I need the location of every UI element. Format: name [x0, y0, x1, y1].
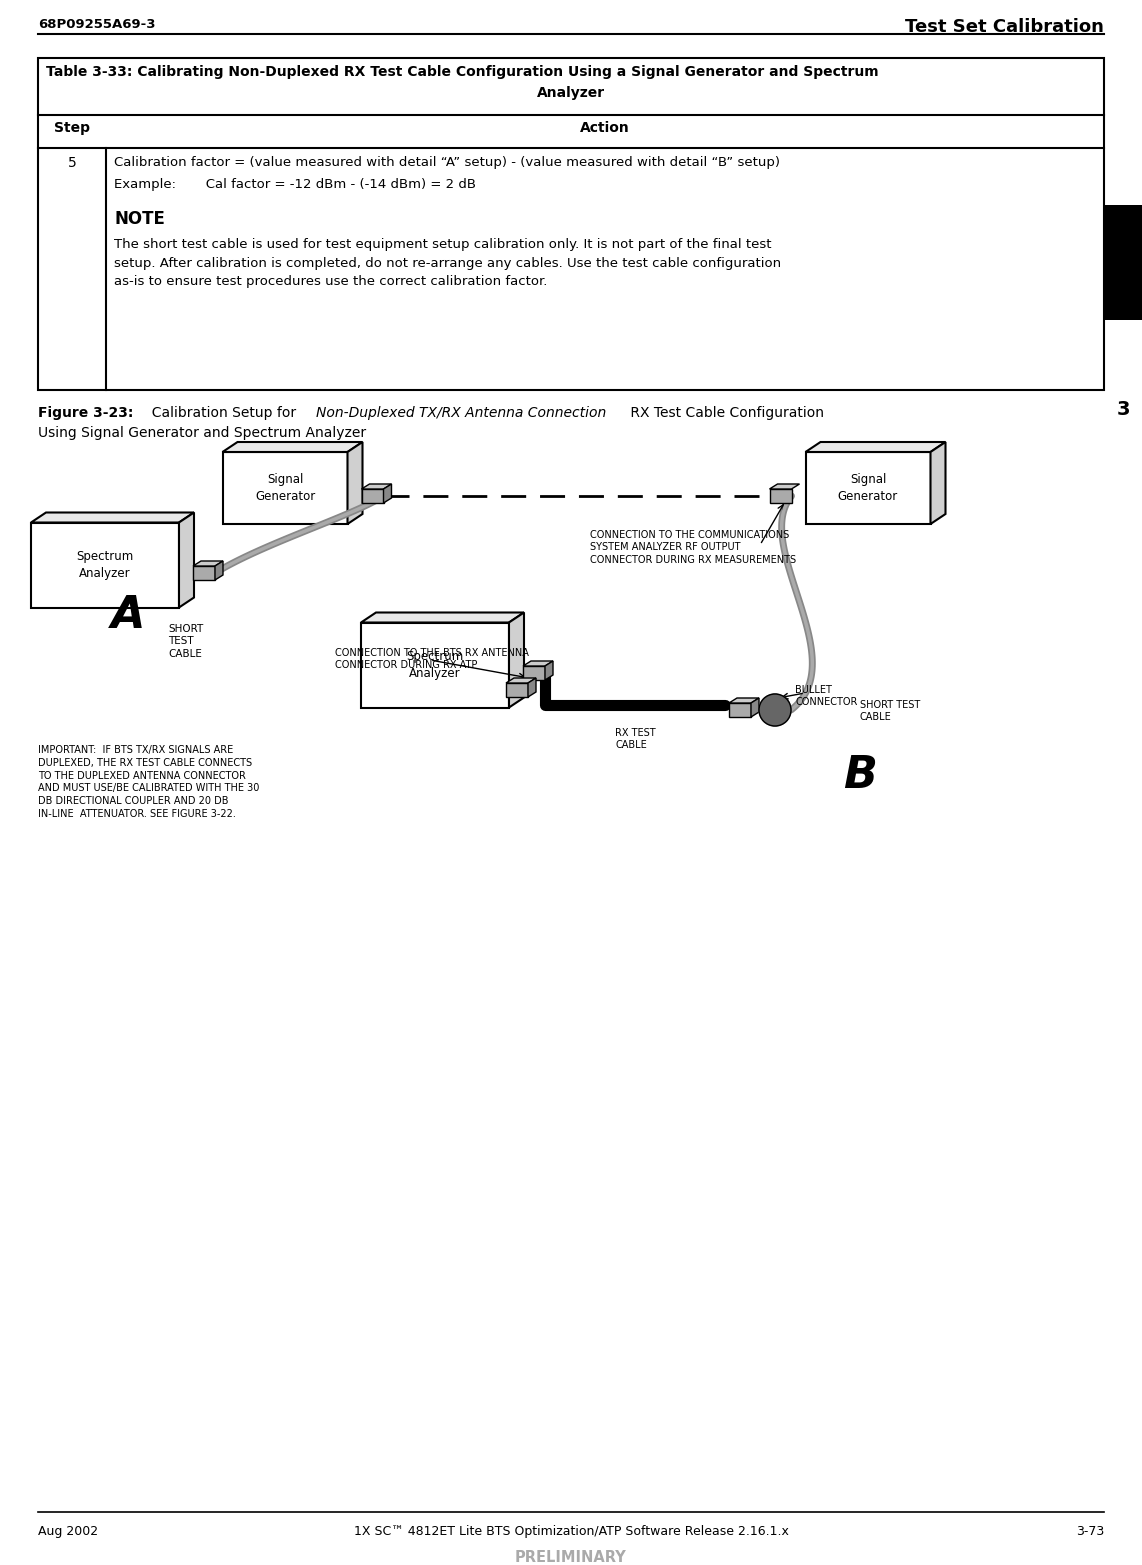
Text: 3: 3	[1116, 401, 1129, 419]
Text: 1X SC™ 4812ET Lite BTS Optimization/ATP Software Release 2.16.1.x: 1X SC™ 4812ET Lite BTS Optimization/ATP …	[354, 1524, 788, 1538]
Text: CONNECTION TO THE COMMUNICATIONS
SYSTEM ANALYZER RF OUTPUT
CONNECTOR DURING RX M: CONNECTION TO THE COMMUNICATIONS SYSTEM …	[590, 531, 796, 565]
Polygon shape	[805, 441, 946, 452]
Text: BULLET
CONNECTOR: BULLET CONNECTOR	[795, 685, 858, 707]
Polygon shape	[384, 484, 392, 502]
Polygon shape	[215, 560, 223, 581]
Bar	[1104, 205, 1142, 319]
Text: Step: Step	[54, 121, 90, 135]
Polygon shape	[361, 623, 509, 707]
Text: Figure 3-23:: Figure 3-23:	[38, 405, 134, 419]
Polygon shape	[362, 484, 392, 488]
Text: 68P09255A69-3: 68P09255A69-3	[38, 19, 155, 31]
Text: Test Set Calibration: Test Set Calibration	[906, 19, 1104, 36]
Polygon shape	[523, 667, 545, 681]
Text: The short test cable is used for test equipment setup calibration only. It is no: The short test cable is used for test eq…	[114, 238, 781, 288]
Text: SHORT
TEST
CABLE: SHORT TEST CABLE	[168, 624, 203, 659]
Text: A: A	[111, 593, 145, 637]
Polygon shape	[193, 567, 215, 581]
Text: 5: 5	[67, 156, 77, 171]
Text: Table 3-33: Calibrating Non-Duplexed RX Test Cable Configuration Using a Signal : Table 3-33: Calibrating Non-Duplexed RX …	[46, 66, 878, 78]
Text: PRELIMINARY: PRELIMINARY	[515, 1549, 627, 1565]
Text: B: B	[843, 753, 877, 797]
Polygon shape	[223, 452, 347, 524]
Polygon shape	[347, 441, 362, 524]
Text: Non-Duplexed TX/RX Antenna Connection: Non-Duplexed TX/RX Antenna Connection	[316, 405, 606, 419]
Polygon shape	[509, 612, 524, 707]
Polygon shape	[729, 698, 759, 703]
Text: Signal
Generator: Signal Generator	[255, 473, 315, 502]
Polygon shape	[528, 678, 536, 696]
Circle shape	[767, 703, 783, 718]
Text: Spectrum
Analyzer: Spectrum Analyzer	[77, 549, 134, 581]
Circle shape	[763, 698, 787, 721]
Polygon shape	[805, 452, 931, 524]
Text: Calibration factor = (value measured with detail “A” setup) - (value measured wi: Calibration factor = (value measured wit…	[114, 156, 780, 169]
Text: Calibration Setup for: Calibration Setup for	[143, 405, 300, 419]
Polygon shape	[931, 441, 946, 524]
Text: NOTE: NOTE	[114, 210, 164, 228]
Text: Aug 2002: Aug 2002	[38, 1524, 98, 1538]
Polygon shape	[523, 660, 553, 667]
Text: RX TEST
CABLE: RX TEST CABLE	[616, 728, 656, 750]
Polygon shape	[729, 703, 751, 717]
Text: CONNECTION TO THE BTS RX ANTENNA
CONNECTOR DURING RX ATP: CONNECTION TO THE BTS RX ANTENNA CONNECT…	[335, 648, 529, 670]
Polygon shape	[193, 560, 223, 567]
Polygon shape	[506, 678, 536, 682]
Polygon shape	[31, 512, 194, 523]
Polygon shape	[770, 484, 799, 488]
Polygon shape	[31, 523, 179, 607]
Polygon shape	[361, 612, 524, 623]
Polygon shape	[362, 488, 384, 502]
Text: Using Signal Generator and Spectrum Analyzer: Using Signal Generator and Spectrum Anal…	[38, 426, 367, 440]
Polygon shape	[506, 682, 528, 696]
Polygon shape	[545, 660, 553, 681]
Polygon shape	[179, 512, 194, 607]
Bar	[38, 58, 1104, 390]
Text: SHORT TEST
CABLE: SHORT TEST CABLE	[860, 700, 920, 723]
Text: Signal
Generator: Signal Generator	[838, 473, 898, 502]
Polygon shape	[751, 698, 759, 717]
Text: Example:       Cal factor = -12 dBm - (-14 dBm) = 2 dB: Example: Cal factor = -12 dBm - (-14 dBm…	[114, 178, 476, 191]
Polygon shape	[223, 441, 362, 452]
Text: Spectrum
Analyzer: Spectrum Analyzer	[407, 649, 464, 681]
Polygon shape	[770, 488, 791, 502]
Text: RX Test Cable Configuration: RX Test Cable Configuration	[626, 405, 825, 419]
Circle shape	[759, 693, 791, 726]
Text: IMPORTANT:  IF BTS TX/RX SIGNALS ARE
DUPLEXED, THE RX TEST CABLE CONNECTS
TO THE: IMPORTANT: IF BTS TX/RX SIGNALS ARE DUPL…	[38, 745, 259, 818]
Text: Action: Action	[580, 121, 630, 135]
Text: 3-73: 3-73	[1076, 1524, 1104, 1538]
Text: Analyzer: Analyzer	[537, 86, 605, 100]
